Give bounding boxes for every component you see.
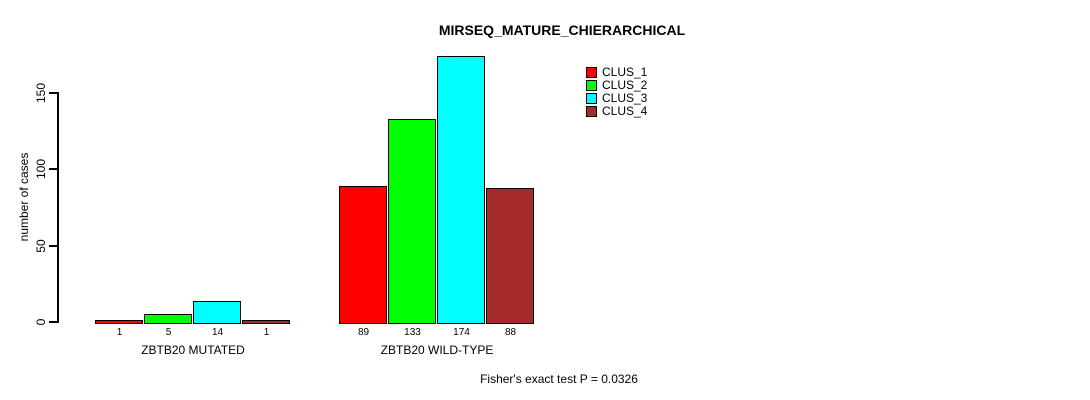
y-axis-tick [49,168,57,171]
y-axis-tick-label: 100 [34,159,48,180]
bar-clus_3-group2 [437,56,485,324]
legend-item: CLUS_2 [586,79,647,92]
legend-item: CLUS_1 [586,66,647,79]
legend-label: CLUS_3 [602,91,648,105]
bar-clus_2-group1 [144,314,192,324]
legend-label: CLUS_2 [602,78,648,92]
bar-value-label: 133 [404,327,421,338]
bar-clus_1-group1 [95,320,143,324]
y-axis-tick [49,244,57,247]
legend-swatch [586,67,597,78]
bar-value-label: 174 [453,327,470,338]
bar-clus_3-group1 [193,300,241,324]
bar-value-label: 1 [116,327,123,338]
bar-value-label: 89 [357,327,370,338]
chart-title: MIRSEQ_MATURE_CHIERARCHICAL [438,22,686,38]
group-label: ZBTB20 WILD-TYPE [380,343,494,357]
legend-item: CLUS_3 [586,92,647,105]
group-label: ZBTB20 MUTATED [141,343,245,357]
legend-swatch [586,80,597,91]
bar-value-label: 5 [165,327,172,338]
y-axis-tick [49,92,57,94]
legend-label: CLUS_4 [602,104,648,118]
bar-value-label: 1 [263,327,270,338]
bar-clus_4-group1 [242,320,290,324]
y-axis-tick-label: 150 [34,82,48,104]
legend: CLUS_1 CLUS_2 CLUS_3 CLUS_4 [586,66,647,118]
bar-clus_4-group2 [486,187,534,324]
legend-label: CLUS_1 [602,65,648,79]
legend-swatch [586,93,597,104]
y-axis-line [57,92,59,323]
bar-value-label: 14 [211,327,224,338]
bar-clus_2-group2 [388,118,436,324]
stat-annotation: Fisher's exact test P = 0.0326 [480,372,638,386]
legend-item: CLUS_4 [586,105,647,118]
y-axis-tick [49,321,57,323]
y-axis-tick-label: 0 [34,318,48,326]
y-axis-tick-label: 50 [34,238,48,253]
bar-clus_1-group2 [339,186,387,324]
bar-value-label: 88 [504,327,517,338]
legend-swatch [586,106,597,117]
